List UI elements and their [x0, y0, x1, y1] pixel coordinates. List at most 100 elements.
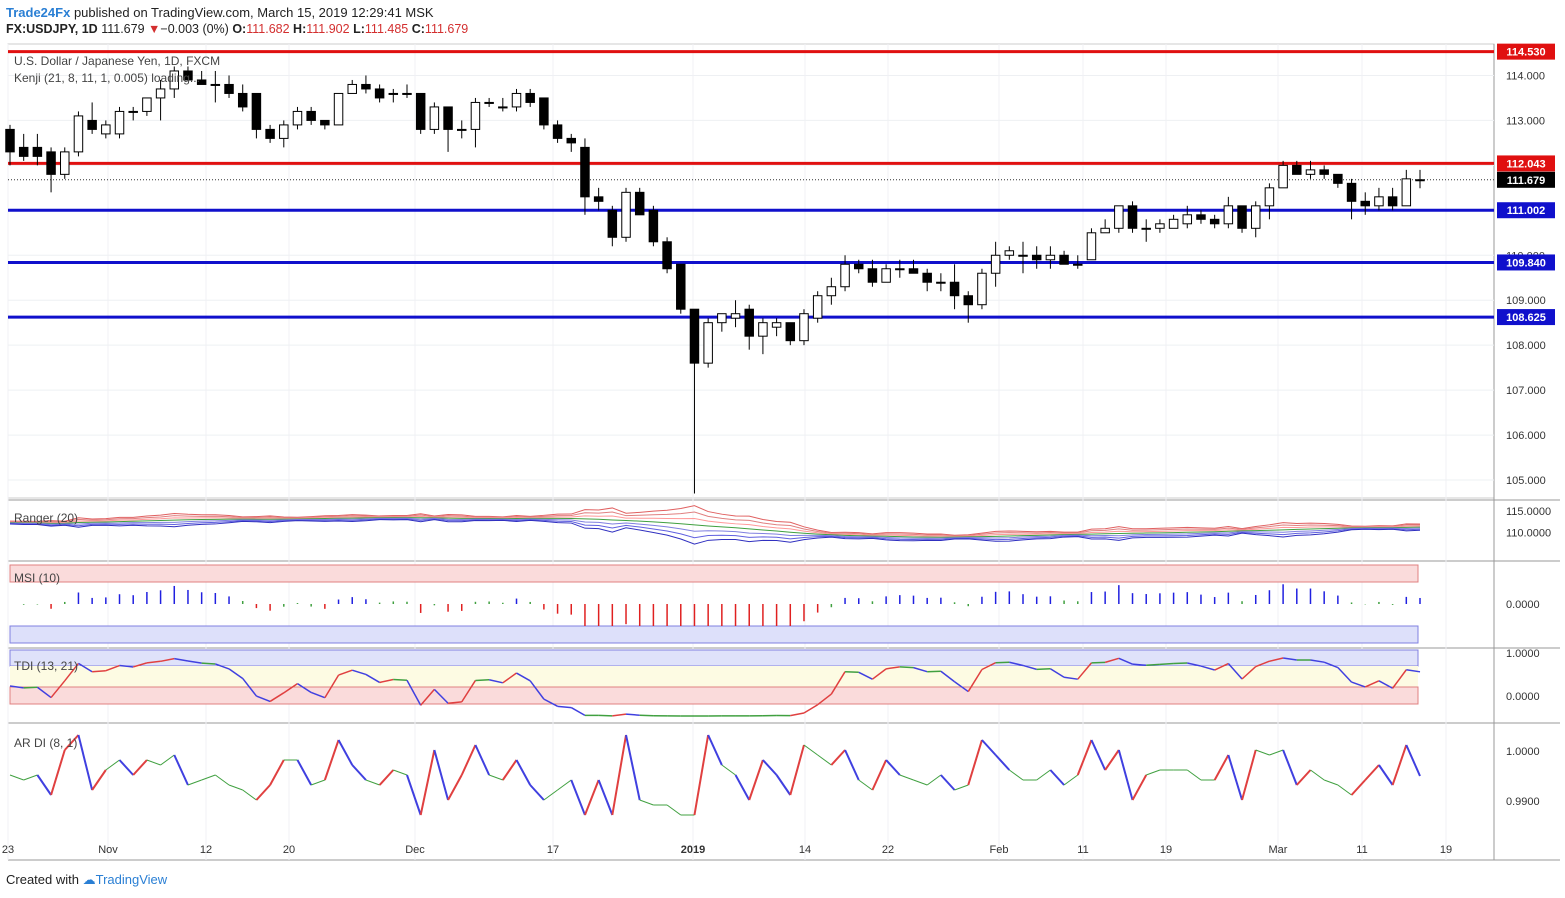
- ardi-line-segment: [557, 779, 572, 791]
- candle-down: [306, 110, 316, 121]
- time-tick-label: 2019: [681, 844, 705, 856]
- candle-up: [484, 101, 494, 104]
- level-tag-label: 111.679: [1507, 175, 1546, 187]
- candle-up: [457, 128, 467, 131]
- ardi-line-segment: [1076, 739, 1093, 776]
- tdi-line-segment: [1241, 666, 1257, 680]
- tdi-line-segment: [9, 685, 24, 689]
- ardi-line-segment: [1282, 749, 1298, 786]
- ardi-line-segment: [1378, 764, 1394, 786]
- ardi-line-segment: [488, 774, 503, 781]
- tdi-line-segment: [871, 668, 887, 680]
- main-series-legend[interactable]: U.S. Dollar / Japanese Yen, 1D, FXCM: [14, 54, 221, 68]
- time-tick-label: 19: [1160, 844, 1172, 856]
- tdi-line-segment: [1200, 665, 1215, 671]
- ranger-legend[interactable]: Ranger (20): [14, 511, 79, 525]
- tdi-line-segment: [50, 680, 66, 699]
- candle-up: [1086, 232, 1097, 261]
- ardi-line-segment: [255, 784, 271, 801]
- tdi-legend[interactable]: TDI (13, 21): [14, 659, 79, 673]
- ardi-line-segment: [337, 739, 354, 766]
- close-label: C:: [411, 22, 425, 36]
- candle-down: [593, 196, 604, 202]
- candle-up: [1004, 250, 1015, 256]
- symbol-name: FX:USDJPY, 1D: [6, 22, 98, 36]
- tdi-line-segment: [1392, 669, 1407, 689]
- tdi-line-segment: [612, 713, 627, 717]
- candle-up: [1264, 187, 1275, 207]
- ardi-line-segment: [817, 754, 832, 766]
- ardi-line-segment: [77, 734, 94, 791]
- footer-text: Created with: [6, 872, 79, 887]
- tdi-line-segment: [954, 681, 969, 693]
- candle-up: [1100, 227, 1110, 234]
- candle-down: [566, 137, 577, 144]
- candle-down: [922, 272, 932, 283]
- level-tag-bg: [1497, 254, 1555, 271]
- time-tick-label: 11: [1356, 844, 1367, 856]
- author-link[interactable]: Trade24Fx: [6, 5, 71, 20]
- ardi-line-segment: [323, 739, 340, 781]
- tdi-line-segment: [1118, 657, 1133, 665]
- tradingview-logo-icon[interactable]: ☁: [82, 872, 96, 887]
- candle-down: [46, 151, 56, 175]
- ardi-line-segment: [844, 749, 860, 781]
- candle-down: [196, 79, 207, 85]
- candle-up: [895, 268, 905, 271]
- ardi-line-segment: [1405, 744, 1421, 777]
- ardi-line-segment: [1009, 769, 1024, 781]
- candle-down: [1127, 205, 1138, 229]
- tdi-line-segment: [1282, 657, 1297, 661]
- candle-down: [265, 128, 275, 139]
- level-tag-label: 111.002: [1507, 205, 1546, 217]
- candle-down: [949, 281, 960, 297]
- ardi-line-segment: [707, 734, 723, 766]
- tdi-line-segment: [830, 671, 846, 695]
- candle-up: [402, 92, 412, 95]
- ranger-band-line: [9, 505, 1421, 536]
- level-tag-label: 108.625: [1506, 312, 1546, 324]
- level-tag-label: 109.840: [1506, 257, 1546, 269]
- candle-up: [1223, 205, 1234, 225]
- tdi-line-segment: [1310, 659, 1325, 663]
- tdi-line-segment: [324, 674, 340, 699]
- ardi-line-segment: [885, 759, 901, 776]
- candle-up: [1415, 179, 1425, 182]
- candle-down: [1387, 196, 1398, 207]
- ardi-line-segment: [1213, 754, 1230, 781]
- tdi-line-segment: [1269, 657, 1284, 662]
- tdi-line-segment: [1351, 681, 1366, 688]
- tdi-tick-label: 0.0000: [1506, 691, 1540, 703]
- candle-up: [881, 268, 891, 283]
- candle-up: [621, 191, 631, 238]
- ardi-line-segment: [543, 789, 558, 801]
- tdi-line-segment: [1378, 680, 1393, 689]
- ardi-line-segment: [118, 759, 134, 776]
- tdi-line-segment: [1036, 667, 1051, 671]
- tdi-line-segment: [36, 686, 52, 699]
- ardi-line-segment: [981, 739, 997, 756]
- ardi-line-segment: [913, 779, 928, 786]
- ardi-line-segment: [899, 774, 914, 781]
- candle-up: [771, 322, 782, 328]
- open-label: O:: [232, 22, 247, 36]
- price-tick-label: 106.000: [1506, 430, 1546, 442]
- candle-down: [689, 308, 700, 364]
- kenji-indicator-legend[interactable]: Kenji (21, 8, 11, 1, 0.005) loading...: [14, 71, 200, 85]
- ardi-line-segment: [803, 744, 818, 756]
- tdi-line-segment: [447, 701, 462, 705]
- level-tag-label: 114.530: [1506, 47, 1545, 59]
- tdi-line-segment: [310, 691, 326, 699]
- candle-up: [155, 88, 166, 99]
- tradingview-link[interactable]: TradingView: [95, 872, 168, 887]
- ardi-legend[interactable]: AR DI (8, 1): [14, 736, 78, 750]
- ardi-line-segment: [1146, 769, 1161, 776]
- tdi-line-segment: [1132, 663, 1147, 667]
- msi-legend[interactable]: MSI (10): [14, 571, 61, 585]
- ardi-line-segment: [858, 779, 873, 791]
- candle-up: [1182, 214, 1193, 225]
- candle-up: [1141, 227, 1151, 230]
- ardi-line-segment: [1131, 774, 1148, 801]
- candle-down: [785, 322, 796, 342]
